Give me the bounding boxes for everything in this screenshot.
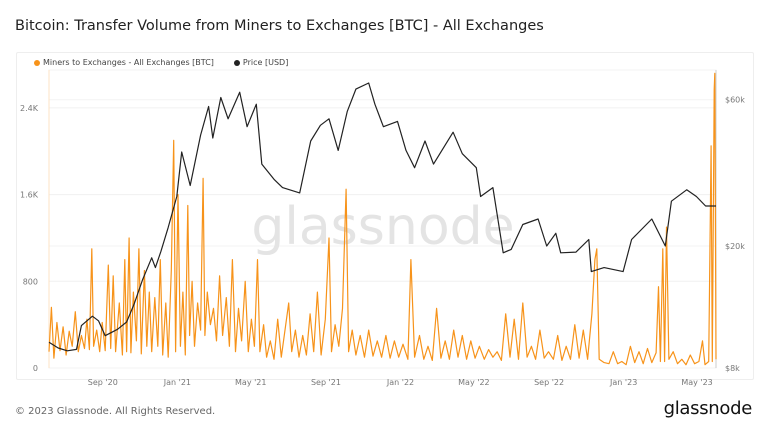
chart-title: Bitcoin: Transfer Volume from Miners to … xyxy=(15,18,544,34)
x-tick-label: Jan '23 xyxy=(609,378,637,387)
price-dot-icon xyxy=(233,59,240,66)
y-right-tick-label: $20k xyxy=(725,242,745,251)
y-right-tick-label: $60k xyxy=(725,96,745,105)
legend-label-price: Price [USD] xyxy=(242,58,289,67)
volume-line xyxy=(48,72,717,366)
x-tick-label: May '22 xyxy=(458,378,489,387)
watermark: glassnode xyxy=(251,197,514,257)
x-tick-label: May '23 xyxy=(681,378,712,387)
chart-card xyxy=(16,52,754,380)
legend-item-price[interactable]: Price [USD] xyxy=(233,58,289,67)
y-left-tick-label: 800 xyxy=(23,277,38,286)
x-tick-label: May '21 xyxy=(235,378,266,387)
y-left-tick-label: 1.6K xyxy=(20,191,39,200)
copyright: © 2023 Glassnode. All Rights Reserved. xyxy=(15,406,216,417)
legend: Miners to Exchanges - All Exchanges [BTC… xyxy=(34,58,288,67)
x-tick-label: Sep '22 xyxy=(534,378,564,387)
x-tick-label: Sep '20 xyxy=(88,378,118,387)
volume-dot-icon xyxy=(34,59,40,66)
legend-label-volume: Miners to Exchanges - All Exchanges [BTC… xyxy=(43,58,214,67)
glassnode-logo: glassnode xyxy=(663,398,753,419)
y-left-tick-label: 0 xyxy=(33,364,38,373)
x-tick-label: Sep '21 xyxy=(311,378,341,387)
x-tick-label: Jan '22 xyxy=(386,378,414,387)
price-line xyxy=(48,82,716,352)
y-right-tick-label: $8k xyxy=(725,364,740,373)
y-left-tick-label: 2.4K xyxy=(20,104,39,113)
x-tick-label: Jan '21 xyxy=(163,378,191,387)
legend-item-volume[interactable]: Miners to Exchanges - All Exchanges [BTC… xyxy=(34,58,214,67)
